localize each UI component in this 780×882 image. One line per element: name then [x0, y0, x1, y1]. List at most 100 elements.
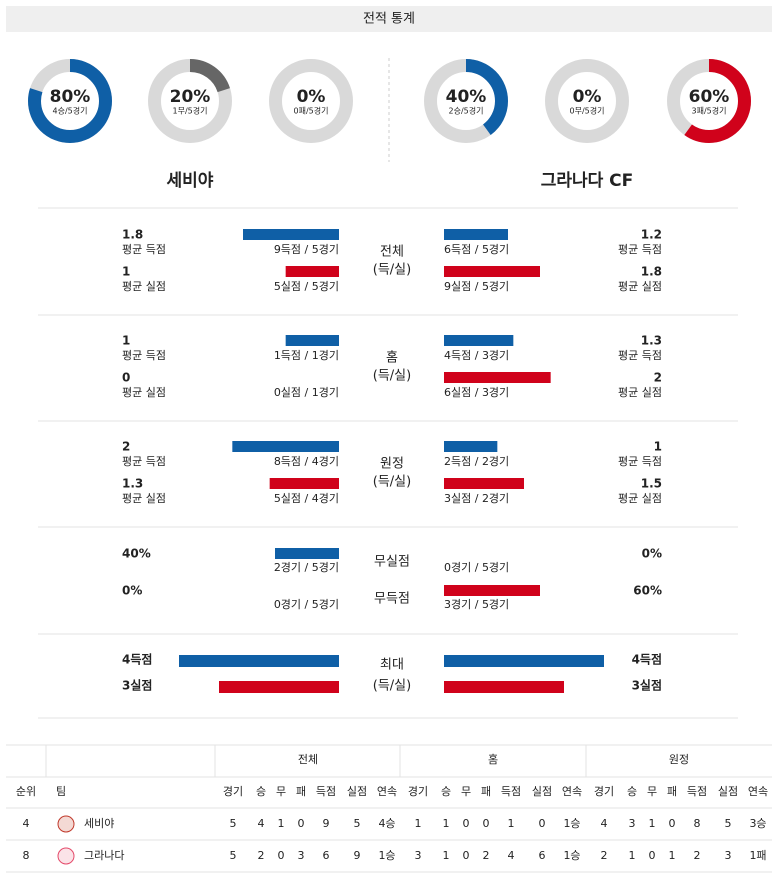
bar [444, 266, 540, 277]
donut-label: 60% [689, 87, 730, 107]
table-subhead: 득점 [501, 785, 521, 798]
team-name: 그라나다 CF [541, 171, 634, 191]
table-cell: 2 [258, 849, 265, 862]
section-label: 홈 [386, 351, 398, 366]
table-cell: 1승 [563, 817, 580, 830]
page-title: 전적 통계 [363, 12, 415, 27]
stat-detail: 6실점 / 3경기 [444, 386, 509, 399]
table-cell: 1 [278, 817, 285, 830]
table-cell: 3승 [749, 817, 766, 830]
stat-value: 1.8 [641, 265, 662, 279]
bar [275, 548, 339, 559]
table-cell: 1 [443, 817, 450, 830]
stat-detail: 8득점 / 4경기 [274, 455, 339, 468]
stat-caption: 평균 득점 [122, 455, 166, 468]
table-subhead: 연속 [562, 785, 582, 798]
stat-value: 2 [654, 371, 662, 385]
table-subhead: 득점 [316, 785, 336, 798]
table-cell: 0 [649, 849, 656, 862]
stat-value: 3실점 [122, 678, 152, 693]
table-cell: 9 [323, 817, 330, 830]
stat-value: 1 [122, 334, 130, 348]
stat-value: 1.2 [641, 228, 662, 242]
stat-value: 0 [122, 371, 130, 385]
table-cell: 4승 [378, 817, 395, 830]
stat-detail: 9실점 / 5경기 [444, 280, 509, 293]
donut-arc [28, 59, 112, 143]
stat-caption: 평균 득점 [122, 243, 166, 256]
table-cell: 0 [278, 849, 285, 862]
table-subhead: 패 [296, 785, 306, 798]
table-cell: 0 [669, 817, 676, 830]
donut-arc [667, 59, 751, 143]
table-subhead: 무 [461, 785, 471, 798]
team-name: 세비야 [167, 171, 214, 191]
stat-caption: 평균 실점 [122, 492, 166, 505]
stat-detail: 6득점 / 5경기 [444, 243, 509, 256]
table-subhead: 경기 [408, 785, 428, 798]
donut-label: 20% [170, 87, 211, 107]
table-subhead: 실점 [718, 785, 738, 798]
table-cell: 4 [258, 817, 265, 830]
table-cell: 2 [601, 849, 608, 862]
bar [444, 335, 514, 346]
section-label: 전체 [380, 245, 404, 260]
table-cell: 1패 [749, 849, 766, 862]
table-subhead: 실점 [532, 785, 552, 798]
team-cell: 세비야 [84, 817, 114, 830]
stat-caption: 평균 득점 [618, 349, 662, 362]
table-cell: 3 [298, 849, 305, 862]
table-cell: 3 [629, 817, 636, 830]
stat-caption: 평균 실점 [122, 280, 166, 293]
donut-label: 0% [573, 87, 602, 107]
stat-value: 4득점 [122, 652, 152, 667]
section-label: (득/실) [373, 369, 411, 384]
donut-detail: 1무/5경기 [173, 106, 208, 116]
stat-value: 60% [633, 584, 662, 598]
table-subhead: 패 [667, 785, 677, 798]
stat-caption: 평균 실점 [122, 386, 166, 399]
table-subhead: 승 [256, 785, 266, 798]
table-cell: 1 [415, 817, 422, 830]
section-label: (득/실) [373, 679, 411, 694]
table-cell: 9 [354, 849, 361, 862]
table-cell: 5 [354, 817, 361, 830]
stat-value: 1.5 [641, 477, 662, 491]
table-cell: 3 [725, 849, 732, 862]
table-head: 순위 [16, 785, 36, 798]
bar [444, 441, 498, 452]
table-cell: 0 [463, 849, 470, 862]
section-label: (득/실) [373, 263, 411, 278]
team-icon [57, 815, 75, 833]
table-subhead: 득점 [687, 785, 707, 798]
stat-detail: 1득점 / 1경기 [274, 349, 339, 362]
bar [285, 335, 339, 346]
stat-detail: 2경기 / 5경기 [274, 561, 339, 574]
bar [444, 372, 551, 383]
table-subhead: 무 [647, 785, 657, 798]
stat-caption: 평균 실점 [618, 386, 662, 399]
section-label: 무득점 [374, 592, 410, 607]
table-cell: 0 [483, 817, 490, 830]
stat-detail: 2득점 / 2경기 [444, 455, 509, 468]
bar [444, 229, 508, 240]
table-cell: 6 [323, 849, 330, 862]
table-cell: 0 [298, 817, 305, 830]
stat-caption: 평균 득점 [618, 455, 662, 468]
bar [444, 681, 564, 693]
table-cell: 3 [415, 849, 422, 862]
stat-detail: 4득점 / 3경기 [444, 349, 509, 362]
table-cell: 0 [539, 817, 546, 830]
table-cell: 1 [669, 849, 676, 862]
table-subhead: 패 [481, 785, 491, 798]
donut-detail: 3패/5경기 [692, 106, 727, 116]
bar [243, 229, 339, 240]
donut-detail: 0패/5경기 [294, 106, 329, 116]
donut-label: 0% [297, 87, 326, 107]
stat-value: 40% [122, 547, 151, 561]
stat-detail: 5실점 / 5경기 [274, 280, 339, 293]
stat-value: 2 [122, 440, 130, 454]
stat-value: 1 [654, 440, 662, 454]
table-group: 원정 [669, 753, 689, 766]
